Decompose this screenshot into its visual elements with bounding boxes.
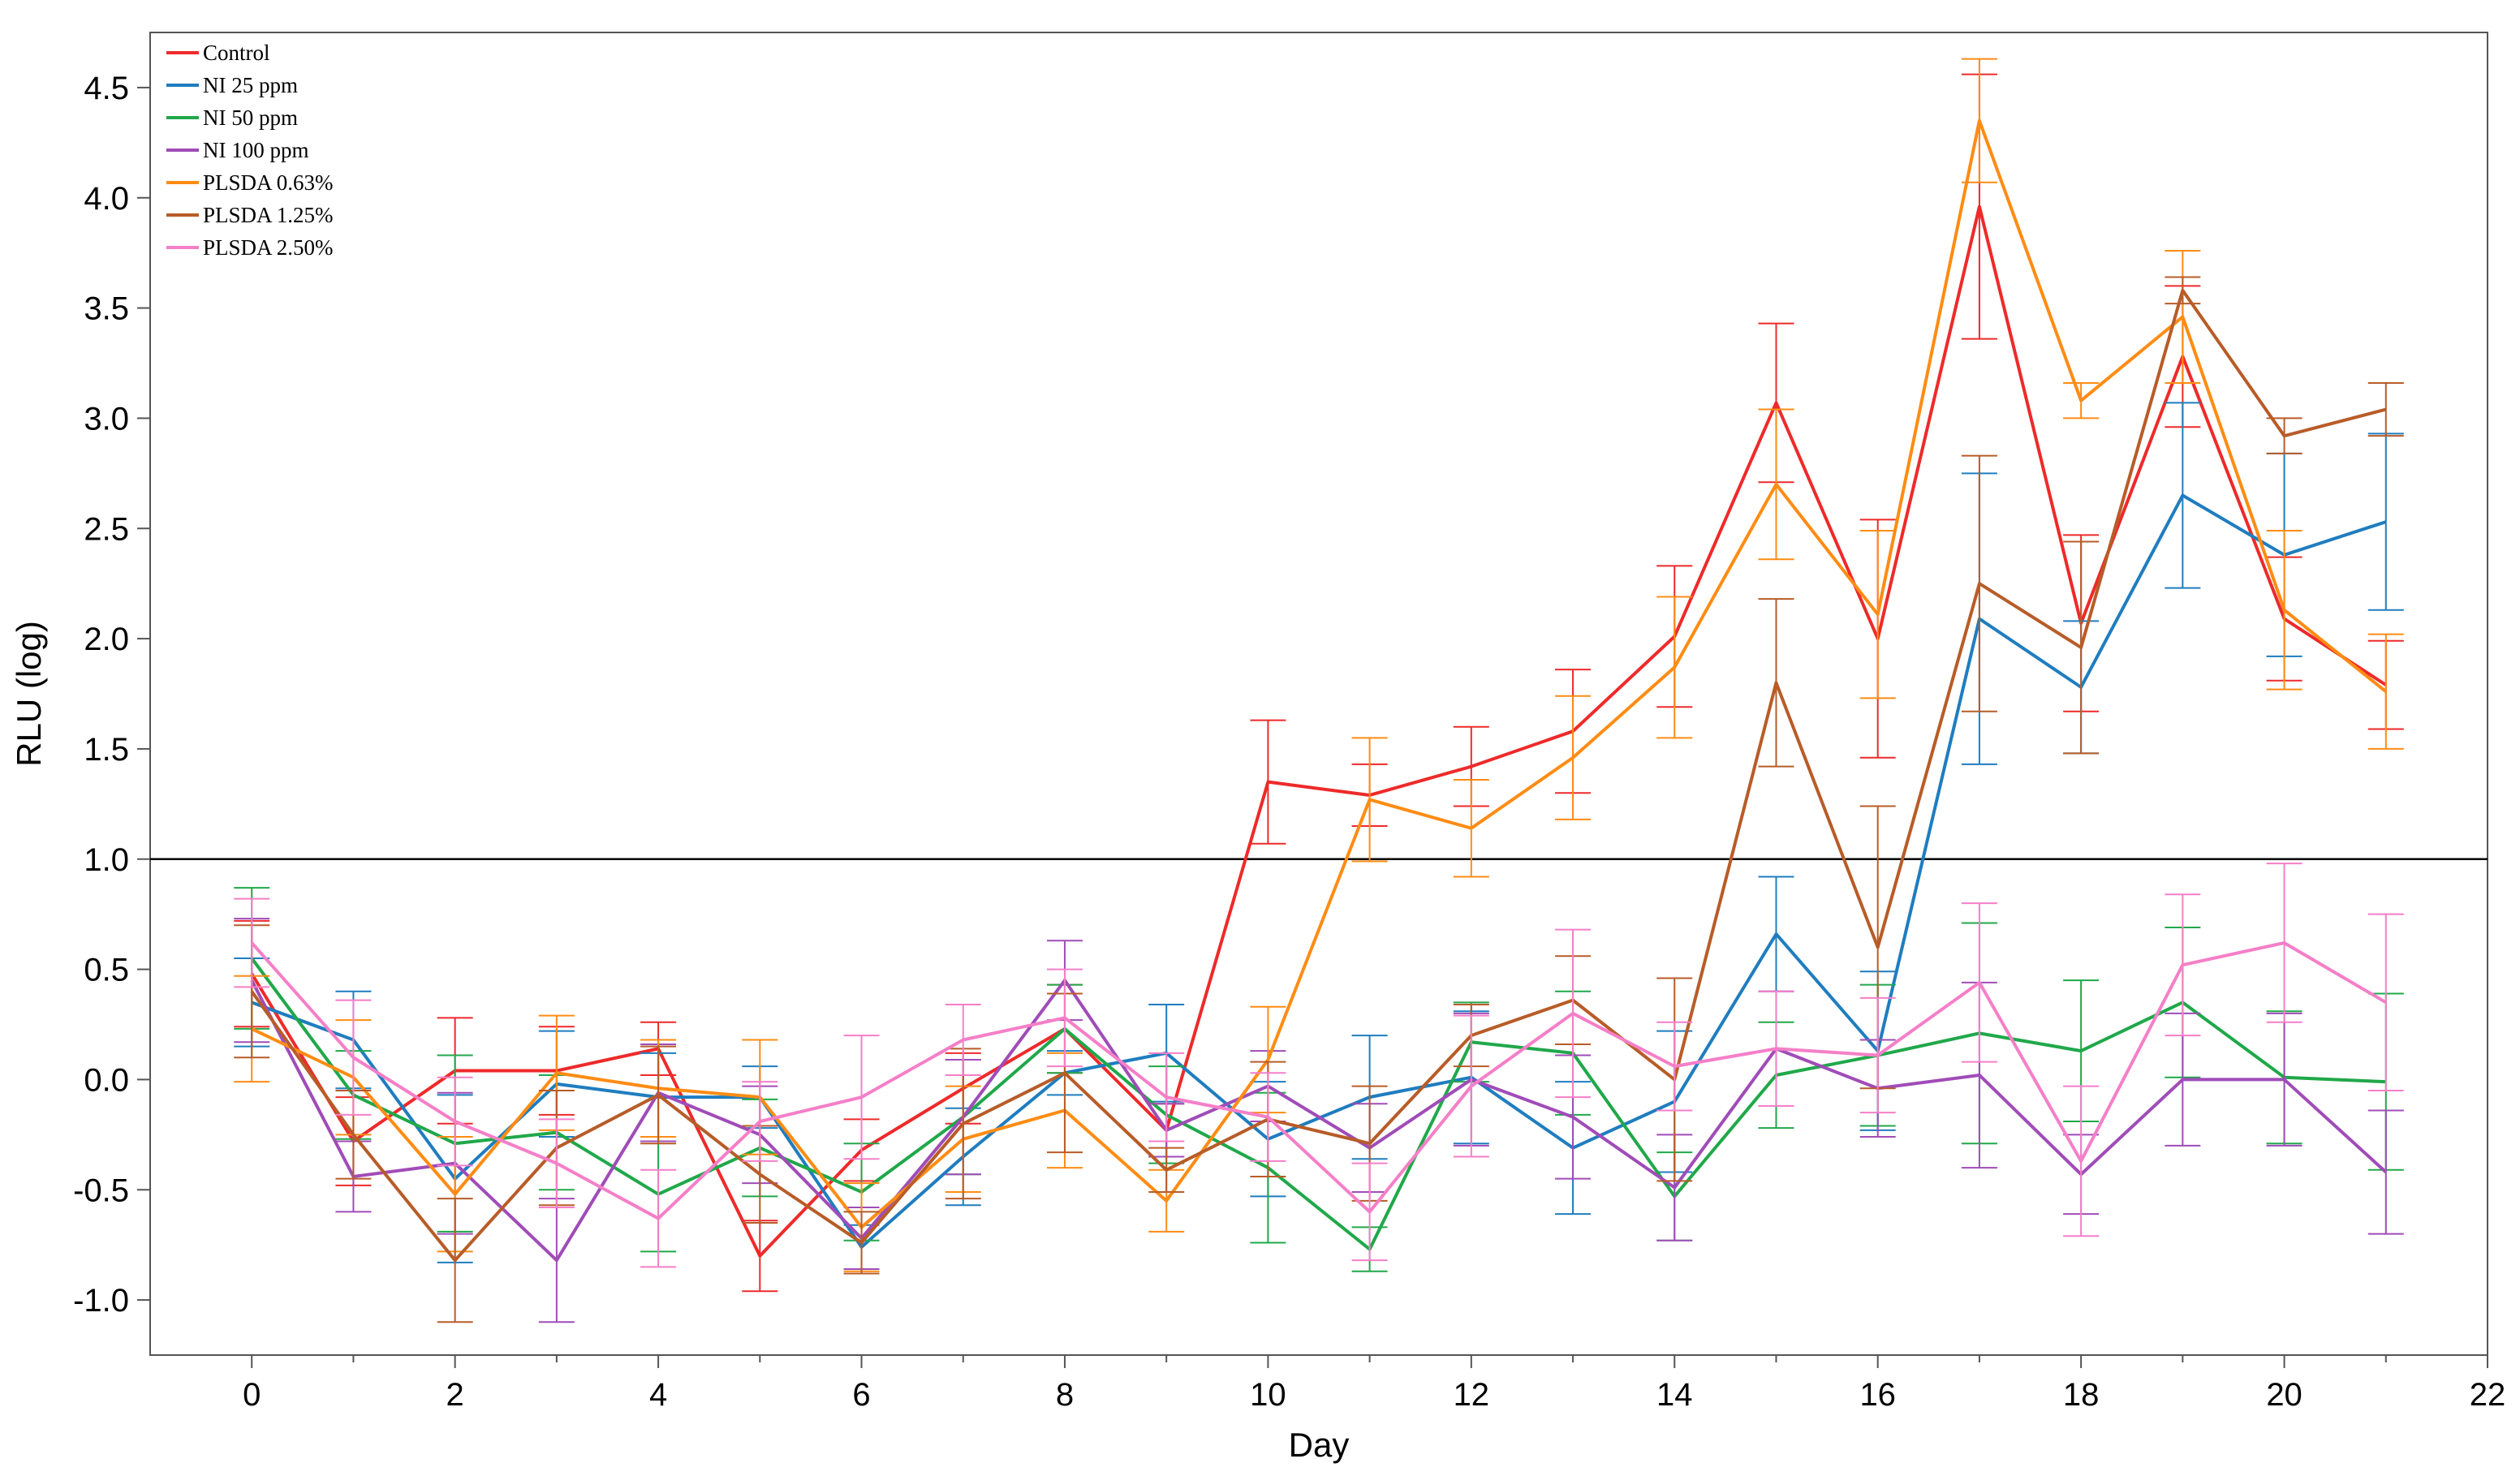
x-tick-label: 22 <box>2470 1377 2506 1413</box>
legend-label: NI 100 ppm <box>203 138 309 162</box>
y-tick-label: 3.5 <box>84 291 129 327</box>
y-axis-title: RLU (log) <box>10 621 48 767</box>
y-tick-label: 4.5 <box>84 71 129 106</box>
y-tick-label: 4.0 <box>84 181 129 217</box>
axes-layer: 0 2 4 6 8 10 12 14 16 18 20 22 -1.0 -0.5 0.0 0.5 1.0 1.5 2… <box>73 71 2505 1413</box>
legend-label: Control <box>203 41 270 65</box>
y-tick-label: 2.0 <box>84 622 129 657</box>
series-line <box>250 979 2388 1263</box>
series-plsda-2-50- <box>234 863 2404 1268</box>
series-plsda-0-63- <box>234 58 2404 1272</box>
x-axis-title: Day <box>1289 1426 1350 1464</box>
y-tick-label: -1.0 <box>73 1283 129 1319</box>
y-tick-label: -0.5 <box>73 1173 129 1208</box>
y-tick-label: 0.5 <box>84 953 129 988</box>
x-tick-label: 16 <box>1859 1377 1896 1413</box>
series-line <box>250 957 2386 1251</box>
series-line <box>251 118 2388 1229</box>
x-tick-label: 8 <box>1056 1377 1074 1413</box>
legend: Control NI 25 ppm NI 50 ppm NI 100 ppm PLSDA… <box>166 41 334 260</box>
series-line <box>250 288 2387 1263</box>
y-tick-label: 1.0 <box>84 842 129 878</box>
legend-label: PLSDA 1.25% <box>203 203 334 227</box>
x-tick-label: 2 <box>446 1377 464 1413</box>
series-line <box>250 940 2387 1220</box>
series-line <box>250 204 2387 1258</box>
plot-frame <box>149 32 2488 1356</box>
series-control <box>234 73 2404 1293</box>
x-tick-label: 12 <box>1454 1377 1490 1413</box>
series-ni-25-ppm <box>234 402 2404 1271</box>
y-tick-label: 3.0 <box>84 401 129 437</box>
series-ni-100-ppm <box>234 918 2404 1323</box>
y-tick-label: 2.5 <box>84 511 129 547</box>
x-tick-label: 6 <box>852 1377 870 1413</box>
legend-label: PLSDA 0.63% <box>203 170 334 195</box>
legend-label: NI 50 ppm <box>203 105 298 130</box>
legend-label: NI 25 ppm <box>203 73 298 97</box>
x-tick-label: 20 <box>2266 1377 2302 1413</box>
y-tick-label: 1.5 <box>84 732 129 768</box>
x-tick-label: 0 <box>243 1377 261 1413</box>
x-tick-label: 14 <box>1656 1377 1693 1413</box>
series-layer <box>234 58 2404 1323</box>
y-tick-label: 0.0 <box>84 1062 129 1098</box>
x-tick-label: 4 <box>649 1377 667 1413</box>
x-tick-label: 18 <box>2063 1377 2100 1413</box>
legend-label: PLSDA 2.50% <box>203 235 334 260</box>
x-tick-label: 10 <box>1250 1377 1286 1413</box>
